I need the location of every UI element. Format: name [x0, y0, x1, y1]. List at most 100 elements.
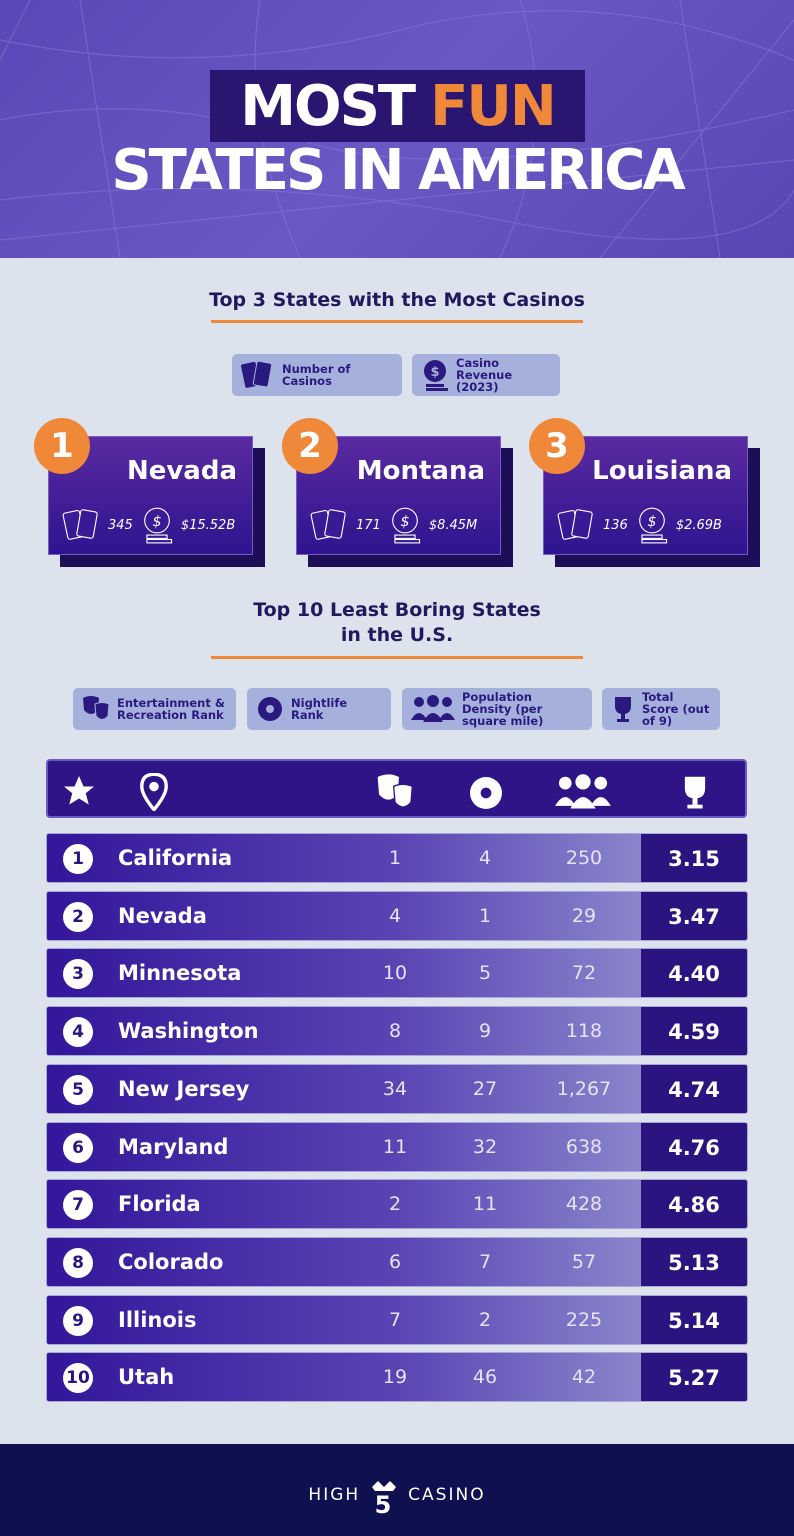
- entertainment-rank: 4: [388, 904, 402, 927]
- coin-icon: $: [143, 507, 172, 544]
- people-icon: [411, 695, 455, 722]
- casino-revenue: $15.52B: [180, 517, 236, 533]
- coin-icon: $: [391, 507, 420, 544]
- population-density: 225: [565, 1308, 603, 1331]
- rank-badge: 4: [63, 1017, 93, 1048]
- casino-state-card: 1 Nevada 345 $ $15.52B: [34, 418, 265, 567]
- nightlife-rank: 46: [472, 1366, 498, 1389]
- star-icon: [64, 776, 94, 805]
- nightlife-rank: 27: [472, 1077, 498, 1100]
- rank-badge: 9: [63, 1305, 93, 1336]
- casino-revenue: $2.69B: [675, 517, 722, 533]
- total-score: 3.47: [641, 891, 747, 940]
- table-header: [46, 759, 747, 818]
- rank-badge: 8: [63, 1247, 93, 1278]
- boring-title-line1: Top 10 Least Boring States: [253, 599, 541, 621]
- table-row: 9 Illinois 7 2 225 5.14: [46, 1294, 748, 1345]
- theater-masks-icon: [377, 774, 414, 808]
- brand-high: HIGH: [308, 1485, 361, 1505]
- entertainment-rank: 8: [388, 1020, 402, 1043]
- entertainment-rank: 19: [382, 1366, 408, 1389]
- state-name: Minnesota: [118, 961, 242, 986]
- rank-badge: 1: [34, 418, 90, 474]
- population-density: 1,267: [556, 1077, 612, 1100]
- legend-population-density: Population Density (per square mile): [402, 688, 592, 730]
- nightlife-rank: 7: [478, 1250, 492, 1273]
- footer: HIGH 5 CASINO: [0, 1444, 794, 1536]
- svg-text:$: $: [152, 514, 161, 530]
- state-name: Montana: [356, 456, 485, 486]
- location-pin-icon: [140, 773, 168, 811]
- state-name: Colorado: [118, 1249, 224, 1274]
- entertainment-rank: 11: [382, 1135, 408, 1158]
- casino-state-card: 3 Louisiana 136 $ $2.69B: [529, 418, 760, 567]
- svg-text:$: $: [647, 514, 656, 530]
- cards-icon: [62, 509, 98, 540]
- title-fun: FUN: [430, 73, 557, 139]
- title-most: MOST: [240, 73, 416, 139]
- card-stats: 136 $ $2.69B: [557, 506, 722, 544]
- population-density: 638: [565, 1135, 603, 1158]
- total-score: 4.59: [641, 1007, 747, 1056]
- rank-badge: 6: [63, 1132, 93, 1163]
- rank-badge: 10: [63, 1363, 93, 1394]
- svg-text:$: $: [400, 514, 409, 530]
- entertainment-rank: 7: [388, 1308, 402, 1331]
- table-row: 10 Utah 19 46 42 5.27: [46, 1352, 748, 1403]
- boring-title-line2: in the U.S.: [340, 624, 454, 646]
- entertainment-rank: 2: [388, 1193, 402, 1216]
- title-box: MOST FUN: [210, 70, 585, 142]
- disco-ball-icon: [470, 777, 502, 809]
- population-density: 29: [571, 904, 597, 927]
- table-row: 2 Nevada 4 1 29 3.47: [46, 890, 748, 941]
- legend-label: Population Density (per square mile): [462, 690, 544, 728]
- entertainment-rank: 1: [388, 847, 402, 869]
- population-density: 72: [571, 962, 597, 985]
- entertainment-rank: 34: [382, 1077, 408, 1100]
- population-density: 42: [571, 1366, 597, 1389]
- population-density: 118: [565, 1020, 603, 1043]
- cards-icon: [241, 360, 273, 388]
- nightlife-rank: 4: [478, 847, 492, 869]
- table-row: 4 Washington 8 9 118 4.59: [46, 1006, 748, 1057]
- state-name: Nevada: [118, 903, 207, 928]
- card-stats: 345 $ $15.52B: [62, 506, 235, 544]
- population-density: 428: [565, 1193, 603, 1216]
- legend-label: Number of Casinos: [282, 362, 351, 388]
- rank-badge: 1: [63, 844, 93, 874]
- header-banner: MOST FUN STATES IN AMERICA: [0, 0, 794, 258]
- total-score: 5.14: [641, 1295, 747, 1344]
- card-stats: 171 $ $8.45M: [310, 506, 477, 544]
- nightlife-rank: 1: [478, 904, 492, 927]
- svg-text:$: $: [430, 365, 439, 380]
- total-score: 4.40: [641, 949, 747, 998]
- table-row: 3 Minnesota 10 5 72 4.40: [46, 948, 748, 999]
- cards-icon: [310, 509, 346, 540]
- crown-5-logo-icon: 5: [372, 1481, 397, 1515]
- title-line2: STATES IN AMERICA: [111, 138, 685, 203]
- total-score: 3.15: [641, 834, 747, 882]
- total-score: 4.76: [641, 1122, 747, 1171]
- total-score: 5.13: [641, 1237, 747, 1286]
- state-name: Louisiana: [592, 456, 732, 486]
- rank-badge: 3: [529, 418, 585, 474]
- trophy-icon: [615, 697, 631, 722]
- nightlife-rank: 11: [472, 1193, 498, 1216]
- rank-badge: 2: [282, 418, 338, 474]
- rank-badge: 2: [63, 901, 93, 932]
- rank-badge: 3: [63, 959, 93, 990]
- state-name: Florida: [118, 1192, 201, 1217]
- casino-revenue: $8.45M: [428, 517, 478, 533]
- nightlife-rank: 2: [478, 1308, 492, 1331]
- casino-state-card: 2 Montana 171 $ $8.45M: [282, 418, 513, 567]
- legend-entertainment: Entertainment & Recreation Rank: [73, 688, 236, 730]
- population-density: 57: [571, 1250, 597, 1273]
- divider: [211, 320, 583, 323]
- entertainment-rank: 10: [382, 962, 408, 985]
- state-name: Washington: [118, 1019, 259, 1044]
- casinos-section-title: Top 3 States with the Most Casinos: [209, 289, 585, 311]
- legend-number-of-casinos: Number of Casinos: [232, 354, 402, 396]
- total-score: 4.86: [641, 1180, 747, 1229]
- legend-total-score: Total Score (out of 9): [602, 688, 720, 730]
- people-icon: [555, 774, 611, 809]
